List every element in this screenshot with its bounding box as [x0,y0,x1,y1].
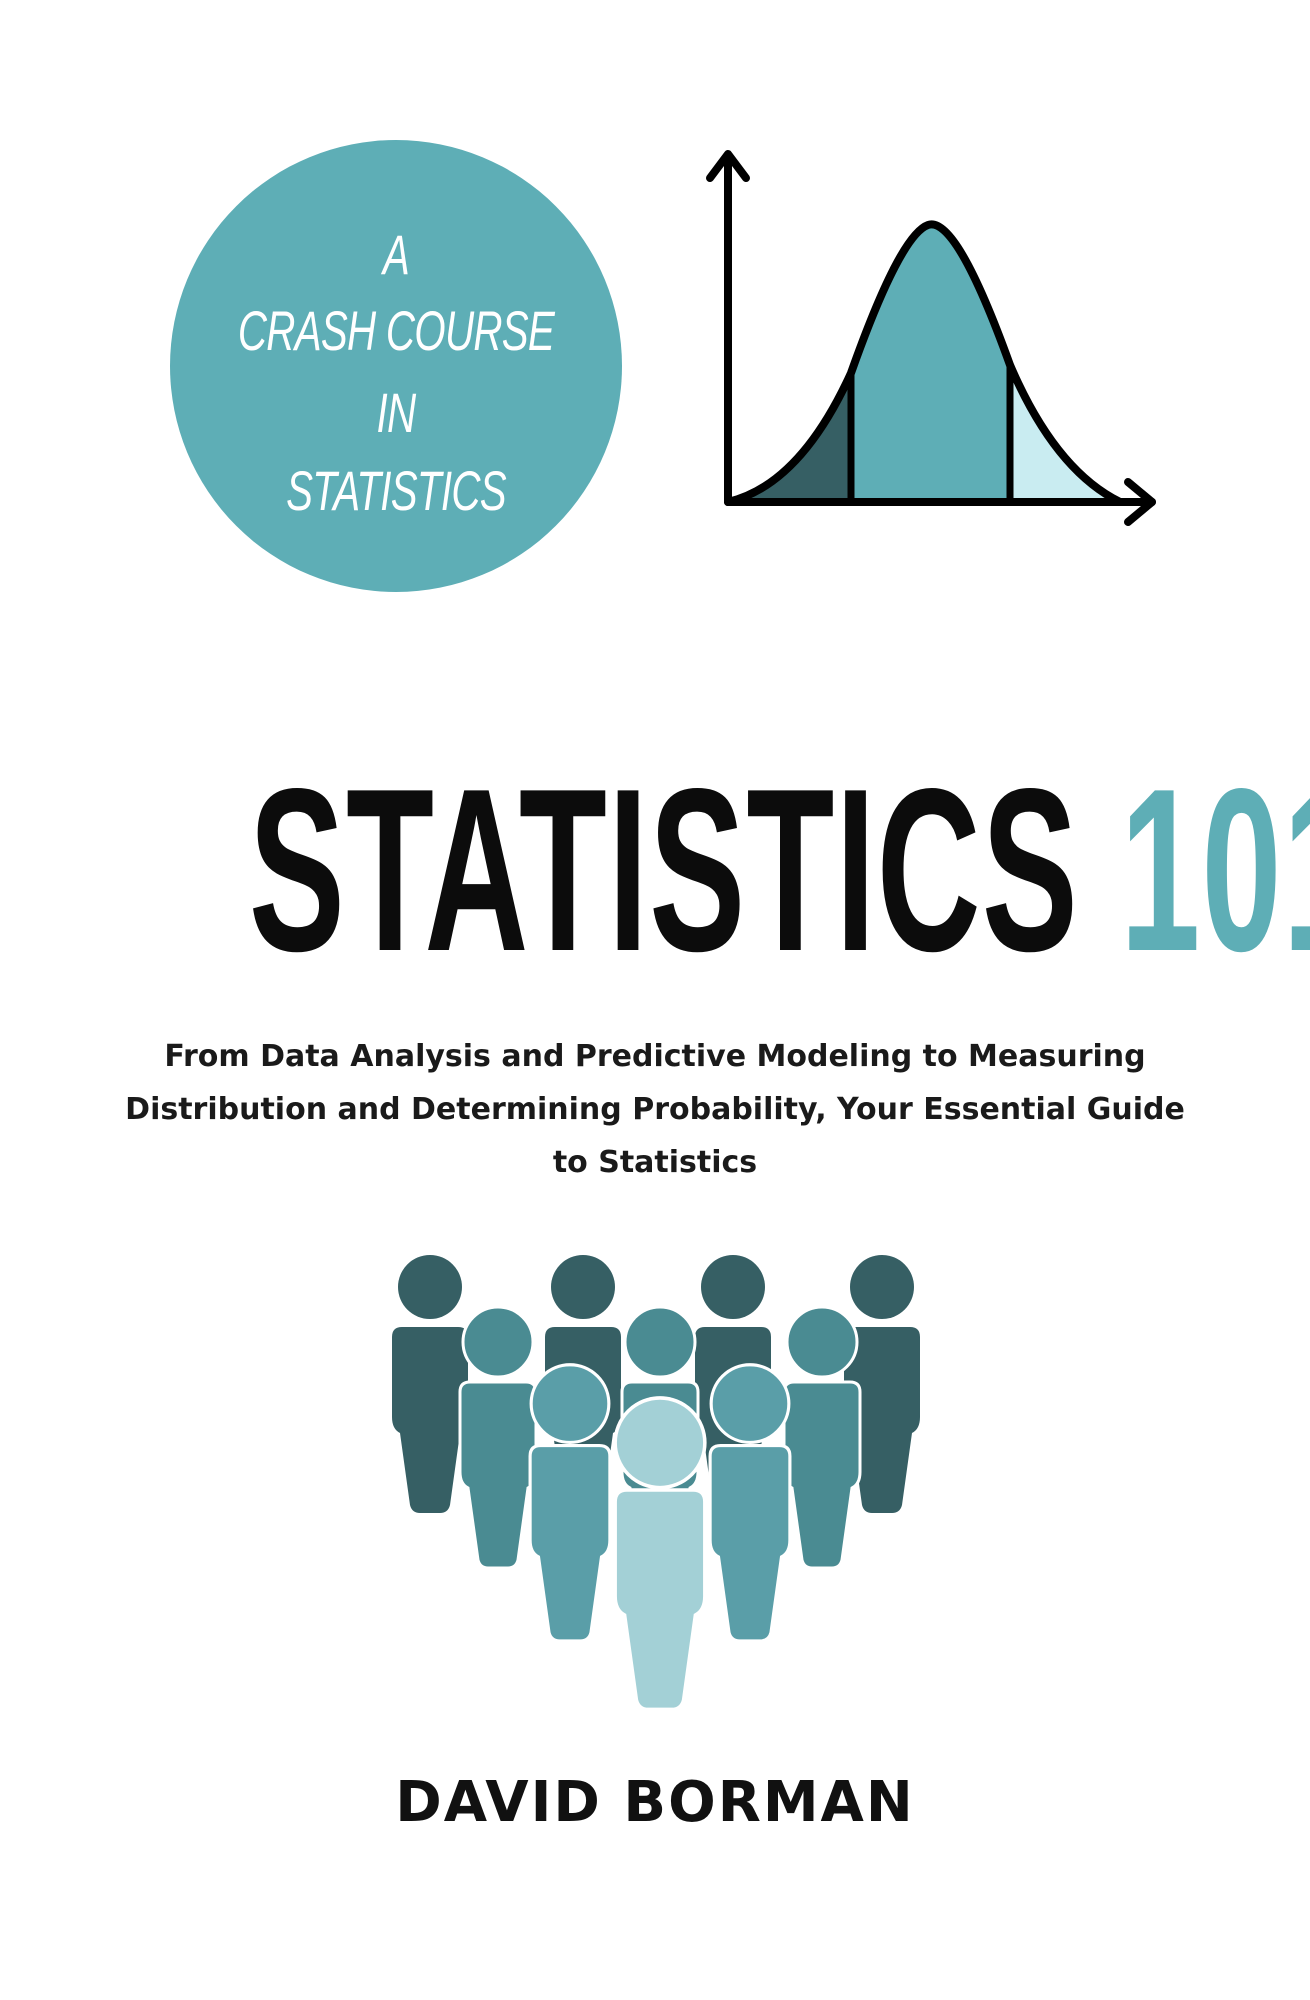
person-row3-1 [528,1363,612,1643]
person-row2-1 [458,1305,538,1570]
people-group-icon [392,1255,920,1712]
book-title: STATISTICS 101 [249,755,1310,987]
book-subtitle: From Data Analysis and Predictive Modeli… [120,1030,1190,1189]
y-axis-arrowhead [706,150,750,182]
bell-left-tail [728,373,851,502]
title-main: STATISTICS [248,741,1080,1000]
person-back-2 [545,1255,621,1513]
subtitle-line-1: From Data Analysis and Predictive Modeli… [164,1039,1146,1074]
person-row2-2 [620,1305,700,1570]
subtitle-line-3: to Statistics [552,1145,758,1180]
course-badge: A CRASH COURSE IN STATISTICS [170,140,622,592]
bell-curve-icon [706,150,1156,526]
title-number: 101 [1120,741,1310,1000]
bell-center-region [851,224,1010,502]
badge-line-crash-course: CRASH COURSE [237,299,555,362]
person-back-3 [695,1255,771,1513]
person-back-1 [392,1255,468,1513]
badge-line-in: IN [376,381,417,444]
x-axis-arrowhead [1124,478,1156,526]
person-row2-3 [782,1305,862,1570]
subtitle-line-2: Distribution and Determining Probability… [125,1092,1185,1127]
person-back-4 [844,1255,920,1513]
bell-curve-outline [724,220,1124,506]
author-name: DAVID BORMAN [395,1770,915,1835]
person-row3-2 [708,1363,792,1643]
badge-line-a: A [382,223,410,286]
person-front [613,1396,707,1712]
badge-line-statistics: STATISTICS [286,459,507,522]
bell-right-tail [1010,365,1120,502]
